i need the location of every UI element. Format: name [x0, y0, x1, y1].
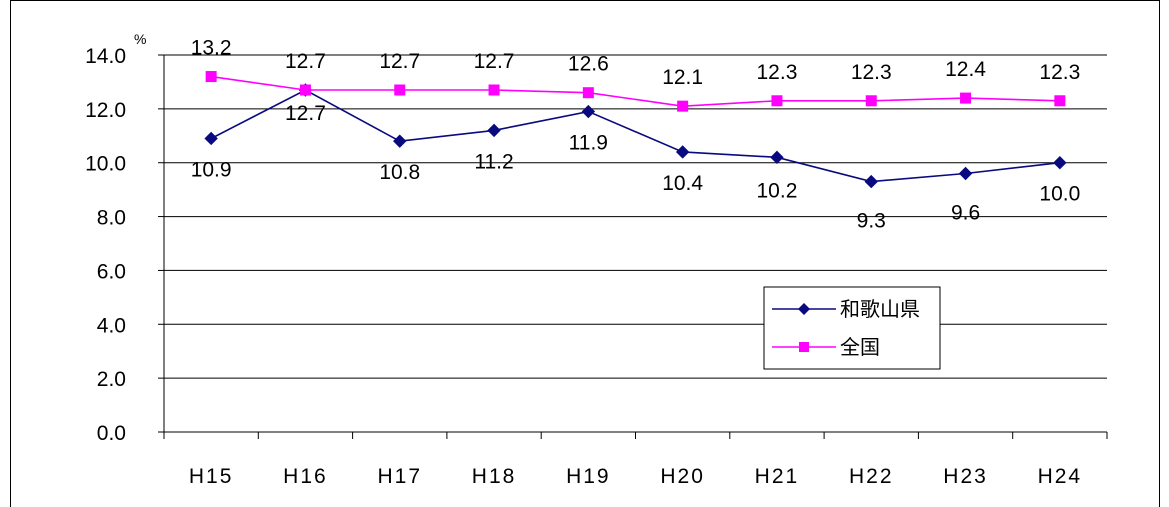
data-label: 9.3	[857, 210, 886, 233]
data-label: 12.6	[568, 53, 609, 76]
x-tick-label: H24	[1038, 465, 1083, 488]
data-point	[393, 134, 407, 148]
x-tick-label: H21	[755, 465, 800, 488]
data-label: 12.3	[851, 61, 892, 84]
y-tick-label: 10.0	[85, 153, 126, 176]
data-point	[488, 84, 500, 96]
data-label: 12.3	[757, 61, 798, 84]
data-label: 11.2	[474, 150, 513, 173]
y-tick-label: 8.0	[97, 207, 126, 230]
x-tick-label: H16	[283, 465, 328, 488]
y-axis-unit: %	[134, 31, 146, 47]
chart-frame	[10, 0, 1160, 507]
data-point	[1053, 156, 1067, 170]
data-label: 12.4	[945, 58, 986, 81]
x-tick-label: H17	[377, 465, 422, 488]
legend-label: 和歌山県	[840, 298, 920, 321]
legend-box	[763, 286, 941, 370]
series-group	[204, 71, 1067, 189]
data-point	[581, 104, 596, 119]
x-axis-tick-labels: H15 H16 H17 H18 H19 H20 H21 H22 H23 H24	[189, 465, 1083, 488]
data-label: 12.7	[379, 50, 420, 73]
x-tick-label: H15	[189, 465, 234, 488]
data-point	[487, 123, 501, 138]
gridlines	[164, 54, 1107, 379]
axes	[158, 54, 1108, 439]
x-tick-label: H20	[660, 465, 705, 488]
x-tick-label: H18	[472, 465, 517, 488]
data-point	[677, 100, 689, 112]
data-point	[204, 131, 218, 146]
series-line	[211, 75, 1060, 107]
data-label: 12.7	[285, 50, 326, 73]
data-label: 12.1	[662, 66, 703, 89]
data-point	[394, 84, 406, 96]
data-point	[771, 95, 783, 107]
data-label: 10.9	[191, 158, 232, 181]
data-point	[865, 95, 877, 107]
y-tick-label: 4.0	[97, 314, 126, 337]
data-label: 11.9	[569, 132, 608, 155]
data-point	[958, 166, 973, 181]
legend-label: 全国	[840, 336, 880, 359]
legend-marker	[798, 303, 810, 315]
x-tick-label: H23	[943, 465, 988, 488]
data-label: 12.7	[474, 50, 515, 73]
data-point	[675, 145, 690, 159]
data-label: 10.8	[379, 161, 420, 184]
data-label: 13.2	[191, 37, 232, 60]
y-tick-label: 14.0	[85, 45, 126, 68]
data-point	[299, 84, 311, 96]
legend-marker	[799, 342, 809, 352]
data-label: 9.6	[951, 201, 980, 224]
y-axis-tick-labels: 0.0 2.0 4.0 6.0 8.0 10.0 12.0 14.0	[85, 45, 126, 445]
data-label: 12.3	[1039, 61, 1080, 84]
x-tick-label: H19	[566, 465, 611, 488]
data-label: 12.7	[285, 102, 326, 125]
x-tick-label: H22	[849, 465, 894, 488]
data-label: 10.4	[662, 172, 703, 195]
data-point	[864, 174, 878, 189]
data-label: 10.2	[757, 179, 798, 202]
data-point	[1054, 95, 1066, 107]
series-line	[210, 89, 1060, 183]
y-tick-label: 12.0	[85, 99, 126, 122]
y-tick-label: 6.0	[97, 260, 126, 283]
data-point	[770, 150, 784, 165]
data-label: 10.0	[1039, 183, 1080, 206]
y-tick-label: 2.0	[97, 368, 126, 391]
data-point	[205, 71, 217, 83]
data-point	[960, 92, 972, 104]
data-point	[582, 87, 594, 99]
data-labels: 10.9 12.7 10.8 11.2 11.9 10.4 10.2 9.3 9.6 10.0 13…	[191, 37, 1081, 233]
y-tick-label: 0.0	[97, 422, 126, 445]
